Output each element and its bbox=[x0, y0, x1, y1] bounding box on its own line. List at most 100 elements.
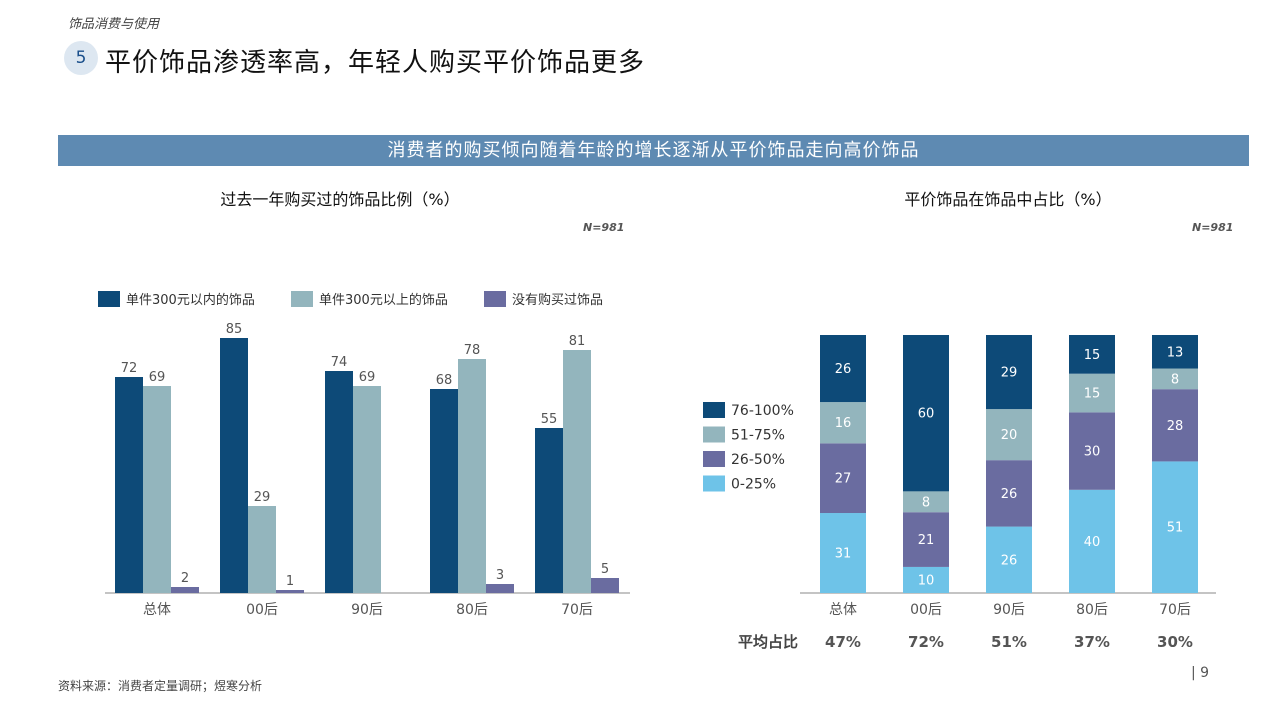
right-segment-value-label: 15 bbox=[1084, 348, 1101, 363]
left-legend-label: 单件300元以上的饰品 bbox=[319, 292, 448, 308]
right-segment-value-label: 51 bbox=[1167, 521, 1184, 536]
left-legend-swatch bbox=[484, 291, 506, 307]
left-bar-value-label: 72 bbox=[121, 361, 138, 376]
right-legend-swatch bbox=[703, 402, 725, 418]
right-segment-value-label: 13 bbox=[1167, 345, 1184, 360]
right-segment-value-label: 30 bbox=[1084, 445, 1101, 460]
right-legend-swatch bbox=[703, 426, 725, 443]
right-stack-segment bbox=[1152, 389, 1198, 462]
right-segment-value-label: 16 bbox=[835, 416, 852, 431]
right-legend-label: 26-50% bbox=[731, 452, 785, 468]
left-bar-value-label: 55 bbox=[541, 412, 558, 427]
left-category-label: 80后 bbox=[456, 602, 488, 618]
right-stack-segment bbox=[1152, 461, 1198, 593]
right-stack-segment bbox=[903, 335, 949, 492]
right-segment-value-label: 27 bbox=[835, 472, 852, 487]
left-bar-value-label: 85 bbox=[226, 322, 243, 337]
left-legend-label: 单件300元以内的饰品 bbox=[126, 292, 255, 308]
right-average-value: 30% bbox=[1157, 633, 1193, 651]
right-segment-value-label: 26 bbox=[1001, 487, 1018, 502]
left-bar-value-label: 81 bbox=[569, 334, 586, 349]
left-legend-label: 没有购买过饰品 bbox=[512, 292, 603, 308]
left-bar-value-label: 29 bbox=[254, 490, 271, 505]
section-tag: 饰品消费与使用 bbox=[68, 17, 160, 32]
left-bar-value-label: 2 bbox=[181, 571, 189, 586]
left-bar bbox=[143, 386, 171, 593]
right-chart-sample-note: N=981 bbox=[1192, 221, 1234, 234]
left-bar bbox=[486, 584, 514, 593]
left-bar bbox=[458, 359, 486, 593]
left-bar bbox=[353, 386, 381, 593]
left-bar-value-label: 68 bbox=[436, 373, 453, 388]
right-stack-segment bbox=[986, 409, 1032, 461]
right-category-label: 总体 bbox=[829, 602, 857, 618]
right-segment-value-label: 31 bbox=[835, 547, 852, 562]
right-stack-segment bbox=[1069, 373, 1115, 413]
right-segment-value-label: 28 bbox=[1167, 419, 1184, 434]
right-category-label: 90后 bbox=[993, 602, 1025, 618]
right-stack-segment bbox=[903, 566, 949, 593]
right-stack-segment bbox=[986, 460, 1032, 527]
left-bar-value-label: 74 bbox=[331, 355, 348, 370]
right-average-value: 47% bbox=[825, 633, 861, 651]
right-segment-value-label: 20 bbox=[1001, 428, 1018, 443]
left-legend-swatch bbox=[291, 291, 313, 307]
left-bar bbox=[248, 506, 276, 593]
right-segment-value-label: 21 bbox=[918, 533, 935, 548]
right-segment-value-label: 26 bbox=[1001, 553, 1018, 568]
right-stack-segment bbox=[1069, 412, 1115, 490]
left-category-label: 00后 bbox=[246, 602, 278, 618]
right-stack-segment bbox=[1152, 368, 1198, 390]
right-category-label: 70后 bbox=[1159, 602, 1191, 618]
left-category-label: 70后 bbox=[561, 602, 593, 618]
right-stack-segment bbox=[1069, 489, 1115, 593]
right-legend-swatch bbox=[703, 451, 725, 467]
right-average-value: 51% bbox=[991, 633, 1027, 651]
right-segment-value-label: 8 bbox=[922, 495, 930, 510]
left-bar bbox=[115, 377, 143, 593]
right-stack-segment bbox=[903, 491, 949, 513]
page-number: | 9 bbox=[1191, 665, 1210, 681]
right-segment-value-label: 60 bbox=[918, 407, 935, 422]
page-title: 平价饰品渗透率高，年轻人购买平价饰品更多 bbox=[105, 48, 646, 78]
right-segment-value-label: 40 bbox=[1084, 535, 1101, 550]
left-bar-value-label: 69 bbox=[149, 370, 166, 385]
left-legend-swatch bbox=[98, 291, 120, 307]
left-bar bbox=[535, 428, 563, 593]
right-stack-segment bbox=[820, 513, 866, 593]
right-stack-segment bbox=[986, 526, 1032, 593]
left-bar-value-label: 78 bbox=[464, 343, 481, 358]
right-chart-title: 平价饰品在饰品中占比（%） bbox=[904, 190, 1112, 209]
section-number-badge: 5 bbox=[64, 41, 98, 75]
right-average-value: 37% bbox=[1074, 633, 1110, 651]
right-stack-segment bbox=[986, 335, 1032, 410]
right-legend-label: 0-25% bbox=[731, 477, 776, 493]
left-bar-value-label: 3 bbox=[496, 568, 504, 583]
left-bar bbox=[563, 350, 591, 593]
left-bar-value-label: 5 bbox=[601, 562, 609, 577]
left-bar bbox=[220, 338, 248, 593]
right-segment-value-label: 10 bbox=[918, 573, 935, 588]
right-segment-value-label: 15 bbox=[1084, 387, 1101, 402]
right-average-value: 72% bbox=[908, 633, 944, 651]
right-stack-segment bbox=[1069, 335, 1115, 374]
left-chart-title: 过去一年购买过的饰品比例（%） bbox=[220, 190, 460, 209]
banner: 消费者的购买倾向随着年龄的增长逐渐从平价饰品走向高价饰品 bbox=[58, 135, 1249, 166]
left-bar-value-label: 1 bbox=[286, 574, 294, 589]
right-category-label: 00后 bbox=[910, 602, 942, 618]
left-bar-value-label: 69 bbox=[359, 370, 376, 385]
right-legend-label: 51-75% bbox=[731, 428, 785, 444]
right-category-label: 80后 bbox=[1076, 602, 1108, 618]
right-stack-segment bbox=[903, 512, 949, 567]
right-segment-value-label: 26 bbox=[835, 362, 852, 377]
left-bar bbox=[591, 578, 619, 593]
left-bar bbox=[276, 590, 304, 593]
left-category-label: 90后 bbox=[351, 602, 383, 618]
right-legend-swatch bbox=[703, 475, 725, 492]
right-segment-value-label: 29 bbox=[1001, 366, 1018, 381]
left-bar bbox=[430, 389, 458, 593]
right-legend-label: 76-100% bbox=[731, 403, 794, 419]
left-category-label: 总体 bbox=[143, 602, 171, 618]
right-stack-segment bbox=[820, 335, 866, 403]
